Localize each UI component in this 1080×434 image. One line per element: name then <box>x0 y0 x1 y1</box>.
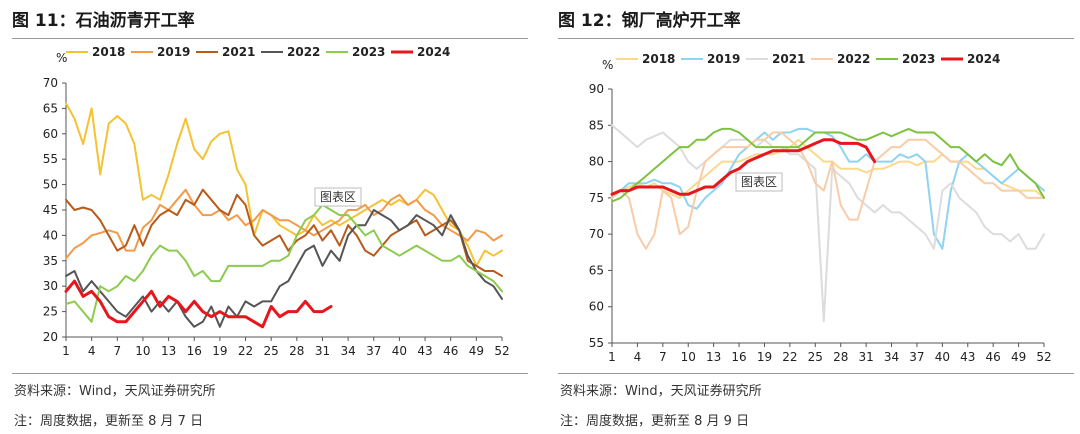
series-line-2024 <box>64 279 333 329</box>
x-tick-label: 19 <box>757 350 772 364</box>
y-tick-label: 25 <box>43 305 58 319</box>
x-tick-label: 25 <box>264 344 279 358</box>
x-tick-label: 52 <box>1036 350 1051 364</box>
x-tick-label: 46 <box>443 344 458 358</box>
y-tick-label: 35 <box>43 254 58 268</box>
y-tick-label: 55 <box>43 152 58 166</box>
legend-label-2018: 2018 <box>642 52 675 66</box>
legend-label-2022: 2022 <box>287 45 320 59</box>
x-tick-label: 46 <box>986 350 1001 364</box>
x-tick-label: 22 <box>238 344 253 358</box>
source-divider <box>12 373 528 374</box>
y-tick-label: 80 <box>589 155 604 169</box>
y-axis-unit: % <box>56 51 67 65</box>
note-text: 注：周度数据，更新至 8 月 7 日 <box>14 414 204 429</box>
y-tick-label: 85 <box>589 118 604 132</box>
x-tick-label: 13 <box>161 344 176 358</box>
chart-asphalt-operating-rate: 20 25 30 35 40 45 50 55 60 65 70 1 4 7 10 13 16 19 22 25 28 3… <box>43 45 510 358</box>
series-line-2022 <box>611 131 1045 250</box>
y-tick-label: 90 <box>589 82 604 96</box>
chart-blast-furnace-operating-rate: 55 60 65 70 75 80 85 90 1 4 7 10 13 16 19 22 25 28 31 34 37 4… <box>589 52 1052 364</box>
y-tick-label: 40 <box>43 228 58 242</box>
series-line-2022 <box>65 209 503 328</box>
y-tick-label: 65 <box>589 263 604 277</box>
chart-area-tooltip-text: 图表区 <box>741 175 777 189</box>
title-divider <box>12 38 528 39</box>
chart-area-tooltip <box>735 172 783 192</box>
x-tick-label: 7 <box>113 344 121 358</box>
legend-label-2023: 2023 <box>902 52 935 66</box>
x-tick-label: 13 <box>706 350 721 364</box>
legend-label-2023: 2023 <box>352 45 385 59</box>
legend-label-2021: 2021 <box>772 52 805 66</box>
y-tick-label: 20 <box>43 330 58 344</box>
x-tick-label: 16 <box>187 344 202 358</box>
legend-label-2019: 2019 <box>707 52 740 66</box>
chart-area-tooltip-text: 图表区 <box>320 190 356 204</box>
chart-title: 图 12：钢厂高炉开工率 <box>558 11 741 31</box>
x-tick-label: 49 <box>469 344 484 358</box>
chart-title: 图 11：石油沥青开工率 <box>12 11 195 31</box>
x-tick-label: 31 <box>315 344 330 358</box>
x-tick-label: 7 <box>659 350 667 364</box>
series-line-2021 <box>611 124 1045 323</box>
x-tick-label: 4 <box>634 350 642 364</box>
x-tick-label: 34 <box>340 344 355 358</box>
y-tick-label: 45 <box>43 203 58 217</box>
chart-area-tooltip <box>314 187 362 207</box>
legend-label-2019: 2019 <box>157 45 190 59</box>
series-line-2024 <box>610 138 877 196</box>
panel-blast-furnace: 图 12：钢厂高炉开工率 55 60 65 70 75 80 85 90 1 4 7 10 13 16 19… <box>558 0 1080 434</box>
y-tick-label: 55 <box>589 336 604 350</box>
x-tick-label: 34 <box>884 350 899 364</box>
x-tick-label: 16 <box>731 350 746 364</box>
x-tick-label: 43 <box>417 344 432 358</box>
y-tick-label: 65 <box>43 101 58 115</box>
x-tick-label: 10 <box>135 344 150 358</box>
title-divider <box>558 38 1074 39</box>
x-tick-label: 19 <box>212 344 227 358</box>
x-tick-label: 31 <box>858 350 873 364</box>
y-axis-unit: % <box>602 58 613 72</box>
series-line-2023 <box>65 203 503 323</box>
x-tick-label: 4 <box>88 344 96 358</box>
x-tick-label: 52 <box>494 344 509 358</box>
y-tick-label: 75 <box>589 191 604 205</box>
x-tick-label: 37 <box>909 350 924 364</box>
x-tick-label: 40 <box>935 350 950 364</box>
x-tick-label: 10 <box>681 350 696 364</box>
x-tick-label: 49 <box>1011 350 1026 364</box>
source-text: 资料来源：Wind，天风证券研究所 <box>14 384 216 399</box>
x-tick-label: 28 <box>833 350 848 364</box>
y-tick-label: 50 <box>43 178 58 192</box>
y-tick-label: 60 <box>43 127 58 141</box>
y-tick-label: 70 <box>43 76 58 90</box>
series-line-2019 <box>65 188 503 260</box>
x-tick-label: 37 <box>366 344 381 358</box>
x-tick-label: 22 <box>782 350 797 364</box>
x-tick-label: 28 <box>289 344 304 358</box>
series-line-2023 <box>611 127 1045 203</box>
note-text: 注：周度数据，更新至 8 月 9 日 <box>560 414 750 429</box>
legend-label-2022: 2022 <box>837 52 870 66</box>
x-tick-label: 1 <box>608 350 616 364</box>
legend-label-2018: 2018 <box>92 45 125 59</box>
x-tick-label: 1 <box>62 344 70 358</box>
source-divider <box>558 373 1074 374</box>
y-tick-label: 70 <box>589 227 604 241</box>
y-tick-label: 30 <box>43 279 58 293</box>
x-tick-label: 25 <box>808 350 823 364</box>
panel-asphalt: 图 11：石油沥青开工率 20 25 30 35 40 45 50 55 60 65 70 1 4 7 10… <box>12 0 537 434</box>
y-tick-label: 60 <box>589 300 604 314</box>
legend-label-2024: 2024 <box>417 45 450 59</box>
x-tick-label: 40 <box>392 344 407 358</box>
legend-label-2021: 2021 <box>222 45 255 59</box>
x-tick-label: 43 <box>960 350 975 364</box>
source-text: 资料来源：Wind，天风证券研究所 <box>560 384 762 399</box>
series-line-2021 <box>65 188 503 277</box>
legend-label-2024: 2024 <box>967 52 1000 66</box>
series-line-2018 <box>65 102 503 267</box>
